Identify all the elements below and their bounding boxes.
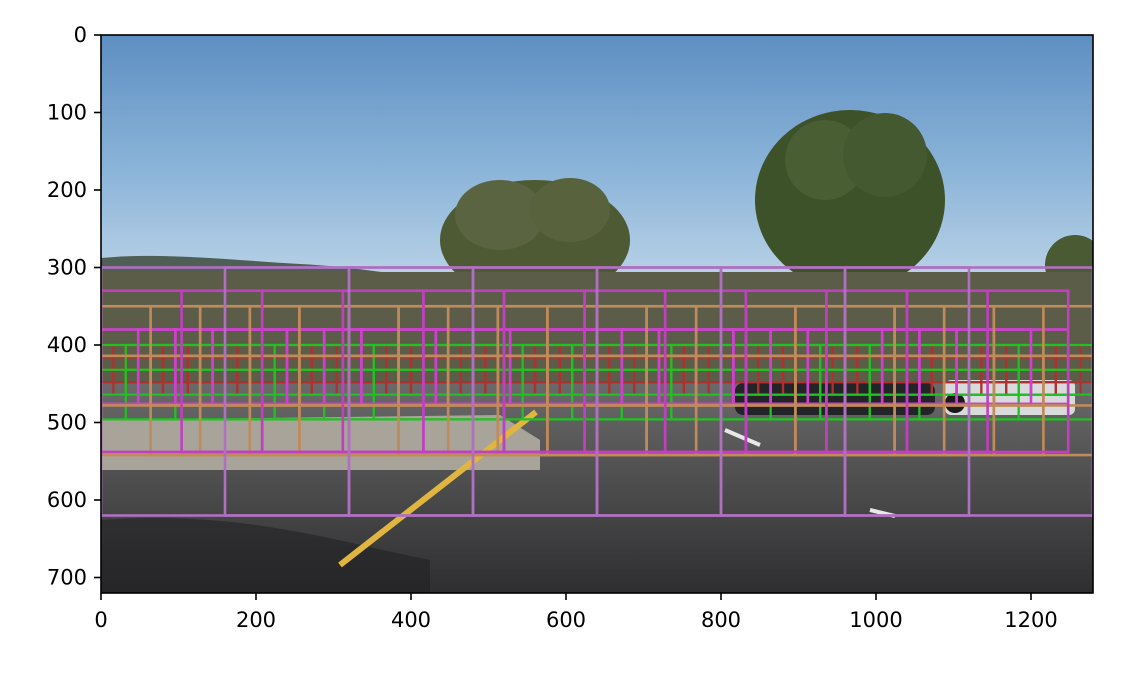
y-axis-ticks: 0 100 200 300 400 500 600 700	[47, 23, 101, 590]
window-series-208	[101, 289, 1070, 454]
x-tick-label: 400	[391, 608, 431, 632]
y-tick-label: 600	[47, 488, 87, 512]
y-tick-label: 700	[47, 566, 87, 590]
y-tick-label: 100	[47, 101, 87, 125]
axes-frame	[100, 34, 1094, 594]
tree-right	[755, 110, 945, 290]
y-tick-label: 400	[47, 333, 87, 357]
y-tick-label: 200	[47, 178, 87, 202]
x-tick-label: 1000	[849, 608, 902, 632]
x-tick-label: 0	[94, 608, 107, 632]
search-window	[905, 289, 1070, 454]
tree-left	[440, 178, 630, 300]
x-tick-label: 600	[546, 608, 586, 632]
x-tick-label: 800	[701, 608, 741, 632]
y-tick-label: 0	[74, 23, 87, 47]
search-window	[843, 266, 1093, 517]
car-right	[735, 380, 1075, 415]
y-tick-label: 300	[47, 256, 87, 280]
road-photo	[101, 35, 1093, 593]
window-series-320	[101, 266, 1093, 517]
road-shadows	[101, 518, 430, 593]
y-tick-label: 500	[47, 411, 87, 435]
x-tick-label: 1200	[1004, 608, 1057, 632]
x-tick-label: 200	[236, 608, 276, 632]
x-axis-ticks: 0 200 400 600 800 1000 1200	[94, 593, 1058, 632]
sliding-windows	[101, 266, 1093, 517]
